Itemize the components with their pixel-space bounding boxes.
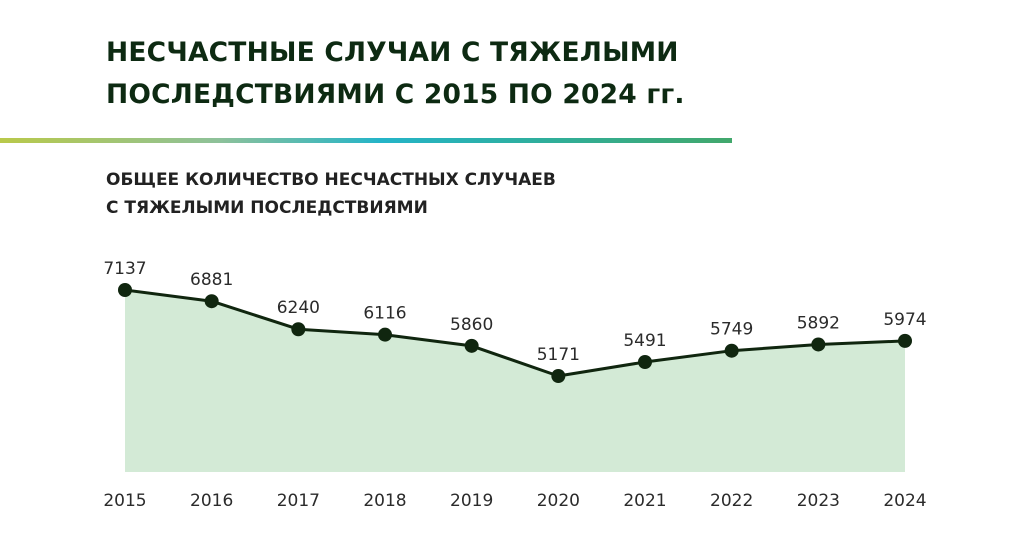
data-point [724,343,739,358]
data-label: 5892 [797,313,840,333]
subtitle-line-2: С ТЯЖЕЛЫМИ ПОСЛЕДСТВИЯМИ [106,198,428,218]
data-point [291,322,306,337]
data-labels: 7137 6881 6240 6116 5860 5171 5491 5749 5892 5974 [103,259,926,365]
title-line-1: НЕСЧАСТНЫЕ СЛУЧАИ С ТЯЖЕЛЫМИ [106,37,679,68]
x-axis-tick-label: 2024 [883,491,926,511]
data-point [898,333,912,348]
subtitle-line-1: ОБЩЕЕ КОЛИЧЕСТВО НЕСЧАСТНЫХ СЛУЧАЕВ [106,170,556,190]
data-label: 6116 [363,304,406,324]
data-point [204,294,219,309]
data-label: 5491 [623,331,666,351]
data-line [124,288,906,378]
data-label: 7137 [103,259,146,279]
x-axis-tick-label: 2017 [277,491,320,511]
x-axis-tick-label: 2015 [103,491,146,511]
data-label: 5749 [710,320,753,340]
data-point [811,337,826,352]
x-axis-tick-label: 2018 [363,491,406,511]
data-label: 6881 [190,270,233,290]
x-axis-tick-label: 2021 [623,491,666,511]
x-axis-tick-label: 2023 [797,491,840,511]
chart-subtitle: ОБЩЕЕ КОЛИЧЕСТВО НЕСЧАСТНЫХ СЛУЧАЕВ С ТЯ… [106,166,556,222]
data-label: 6240 [277,298,320,318]
data-point [378,327,392,342]
data-point [638,355,652,370]
data-points [118,283,912,383]
title-line-2: ПОСЛЕДСТВИЯМИ С 2015 ПО 2024 гг. [106,79,685,110]
data-point [464,338,479,353]
page-title: НЕСЧАСТНЫЕ СЛУЧАИ С ТЯЖЕЛЫМИ ПОСЛЕДСТВИЯ… [106,32,685,116]
data-label: 5974 [883,310,926,330]
data-label: 5860 [450,315,493,335]
data-label: 5171 [537,345,580,365]
x-axis-tick-label: 2016 [190,491,233,511]
x-axis-tick-label: 2020 [537,491,580,511]
x-axis-tick-label: 2019 [450,491,493,511]
x-axis-tick-label: 2022 [710,491,753,511]
gradient-divider [0,138,732,143]
data-point [551,369,566,383]
data-point [118,283,132,297]
area-fill [125,290,905,472]
x-axis-labels: 2015 2016 2017 2018 2019 2020 2021 2022 2023 2024 [103,491,926,511]
